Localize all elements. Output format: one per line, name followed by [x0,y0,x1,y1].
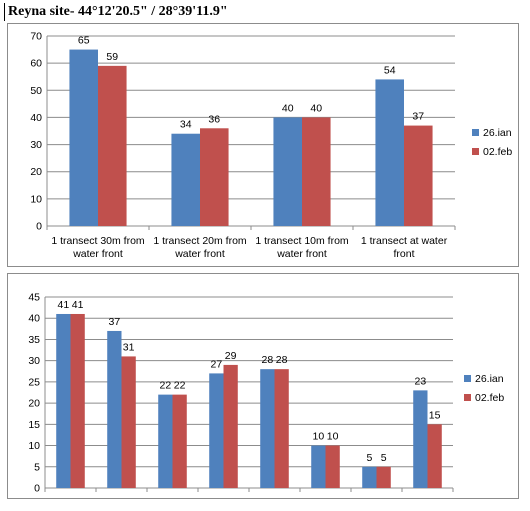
data-label: 22 [174,380,186,392]
bar-26.ian [273,117,302,226]
data-label: 31 [123,341,135,353]
legend-swatch [464,394,471,401]
bar-chart-1: 0 10 20 30 40 50 60 70 65 34 40 54 59 36 40 37 1 transec… [30,31,512,261]
y-tick-label: 0 [34,483,40,495]
legend-label: 02.feb [475,392,504,404]
y-tick-label: 40 [28,313,40,325]
bar-26.ian [311,445,326,488]
data-label: 5 [381,452,387,464]
legend-label: 02.feb [483,146,512,158]
data-label: 37 [412,111,424,123]
bar-26.ian [362,466,377,488]
bar-02.feb [274,369,289,488]
y-tick-label: 15 [28,419,40,431]
legend-swatch [464,375,471,382]
data-label: 27 [211,358,223,370]
data-label: 28 [262,354,274,366]
bar-02.feb [404,125,433,226]
bar-02.feb [427,424,442,488]
data-label: 5 [366,452,372,464]
y-tick-label: 50 [30,85,42,97]
page-title: Reyna site- 44°12'20.5" / 28°39'11.9" [4,3,228,21]
y-tick-label: 30 [28,355,40,367]
y-tick-label: 5 [34,461,40,473]
data-label: 59 [106,51,118,63]
y-tick-label: 60 [30,58,42,70]
data-label: 36 [208,113,220,125]
bar-02.feb [172,394,187,488]
data-label: 40 [282,102,294,114]
bar-26.ian [171,133,200,226]
y-tick-label: 10 [28,440,40,452]
bar-26.ian [375,79,404,226]
bar-02.feb [98,65,127,226]
legend-label: 26.ian [475,373,504,385]
bar-26.ian [209,373,224,488]
legend-swatch [472,148,479,155]
x-category-label: 1 transect 10m from [255,235,349,247]
y-tick-label: 25 [28,376,40,388]
x-category-label: 1 transect 30m from [51,235,145,247]
bar-26.ian [107,330,122,488]
y-tick-label: 0 [36,221,42,233]
data-label: 41 [58,299,70,311]
legend-label: 26.ian [483,127,512,139]
x-category-label: 1 transect 20m from [153,235,247,247]
data-label: 15 [429,409,441,421]
bar-02.feb [200,128,229,226]
y-tick-label: 30 [30,139,42,151]
chart-panel-2: 0 5 10 15 20 25 30 35 40 45 41 37 22 27 28 10 5 23 41 31 22 2… [7,273,519,499]
data-label: 23 [415,375,427,387]
bar-02.feb [325,445,340,488]
data-label: 10 [313,431,325,443]
chart-panel-1: 0 10 20 30 40 50 60 70 65 34 40 54 59 36 40 37 1 transec… [7,23,519,267]
data-label: 29 [225,350,237,362]
bar-02.feb [302,117,331,226]
y-tick-label: 10 [30,193,42,205]
x-category-label: water front [276,248,327,260]
legend-swatch [472,129,479,136]
x-category-label: water front [174,248,225,260]
data-label: 28 [276,354,288,366]
data-label: 41 [72,299,84,311]
bar-02.feb [223,364,238,488]
bar-26.ian [413,390,428,488]
data-label: 37 [109,316,121,328]
bar-02.feb [121,356,136,488]
y-tick-label: 20 [28,398,40,410]
bar-26.ian [56,313,71,488]
y-tick-label: 70 [30,31,42,43]
y-tick-label: 35 [28,334,40,346]
data-label: 10 [327,431,339,443]
bar-chart-2: 0 5 10 15 20 25 30 35 40 45 41 37 22 27 28 10 5 23 41 31 22 2… [28,292,504,495]
bar-02.feb [376,466,391,488]
data-label: 65 [78,35,90,47]
y-tick-label: 20 [30,166,42,178]
x-category-label: front [393,248,414,260]
data-label: 34 [180,119,192,131]
bar-26.ian [69,49,98,226]
bar-02.feb [70,313,85,488]
data-label: 22 [160,380,172,392]
data-label: 40 [310,102,322,114]
data-label: 54 [384,64,396,76]
y-tick-label: 45 [28,292,40,304]
bar-26.ian [260,369,275,488]
x-category-label: water front [72,248,123,260]
bar-26.ian [158,394,173,488]
x-category-label: 1 transect at water [361,235,448,247]
y-tick-label: 40 [30,112,42,124]
